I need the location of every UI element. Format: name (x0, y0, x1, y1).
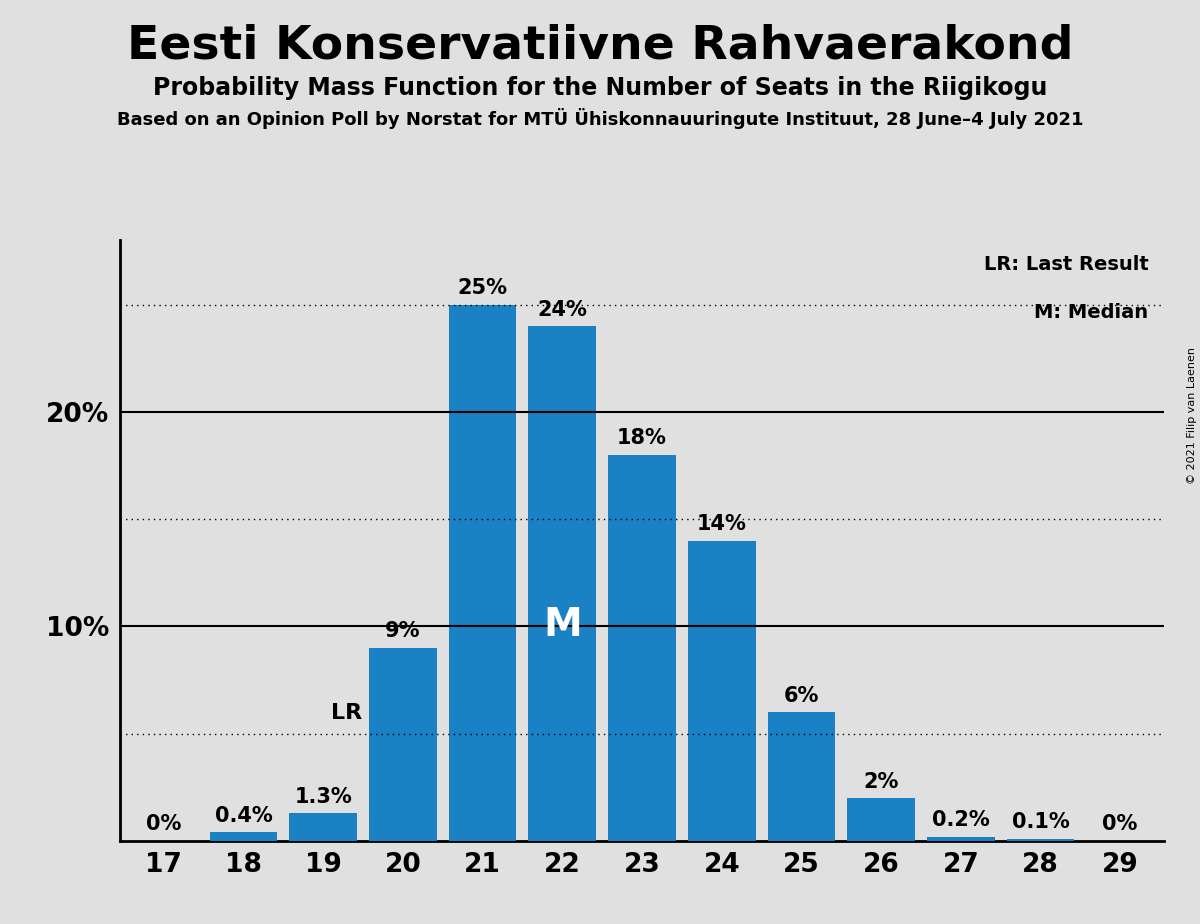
Text: 0.2%: 0.2% (932, 810, 990, 830)
Text: 6%: 6% (784, 686, 820, 706)
Text: 24%: 24% (538, 299, 587, 320)
Text: 0.1%: 0.1% (1012, 812, 1069, 833)
Text: © 2021 Filip van Laenen: © 2021 Filip van Laenen (1187, 347, 1196, 484)
Text: 14%: 14% (697, 514, 746, 534)
Bar (289, 813, 358, 841)
Bar (528, 326, 596, 841)
Text: Based on an Opinion Poll by Norstat for MTÜ Ühiskonnauuringute Instituut, 28 Jun: Based on an Opinion Poll by Norstat for … (116, 108, 1084, 129)
Bar (370, 648, 437, 841)
Bar (768, 712, 835, 841)
Text: 18%: 18% (617, 429, 667, 448)
Text: LR: Last Result: LR: Last Result (984, 255, 1148, 274)
Bar (449, 305, 516, 841)
Text: 25%: 25% (457, 278, 508, 298)
Text: 9%: 9% (385, 621, 421, 641)
Text: 2%: 2% (863, 772, 899, 792)
Bar (1007, 839, 1074, 841)
Bar (210, 833, 277, 841)
Text: 0%: 0% (146, 814, 181, 834)
Text: Probability Mass Function for the Number of Seats in the Riigikogu: Probability Mass Function for the Number… (152, 76, 1048, 100)
Text: M: M (542, 605, 582, 644)
Text: Eesti Konservatiivne Rahvaerakond: Eesti Konservatiivne Rahvaerakond (127, 23, 1073, 68)
Text: 0.4%: 0.4% (215, 806, 272, 826)
Text: 0%: 0% (1103, 814, 1138, 834)
Bar (688, 541, 756, 841)
Bar (926, 836, 995, 841)
Text: M: Median: M: Median (1034, 303, 1148, 322)
Bar (847, 798, 914, 841)
Text: LR: LR (331, 703, 362, 723)
Bar (608, 455, 676, 841)
Text: 1.3%: 1.3% (294, 786, 352, 807)
